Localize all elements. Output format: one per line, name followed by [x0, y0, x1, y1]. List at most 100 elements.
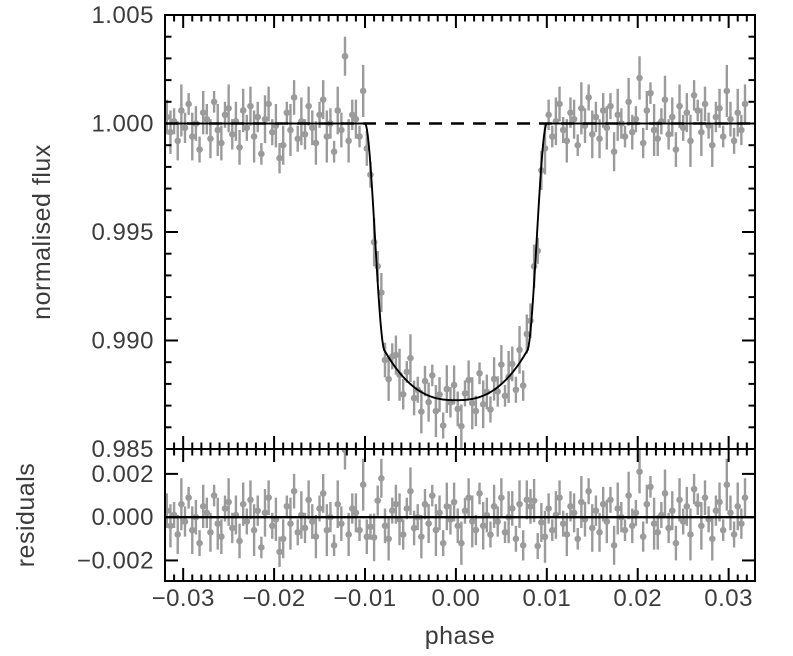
residual-point — [199, 503, 207, 510]
x-axis-label: phase — [425, 622, 496, 650]
residual-point — [410, 524, 418, 532]
residual-point — [210, 492, 218, 499]
data-point — [494, 388, 502, 395]
residual-point — [388, 507, 396, 514]
data-point — [276, 154, 283, 162]
residual-point — [276, 548, 283, 556]
data-point — [610, 148, 618, 156]
flux-tick-label: 1.000 — [91, 111, 154, 138]
data-point — [450, 381, 458, 389]
residual-point — [501, 528, 509, 536]
data-point — [436, 391, 443, 398]
residual-point — [541, 533, 549, 541]
residual-point — [694, 500, 702, 508]
data-point — [578, 105, 585, 112]
data-point — [694, 107, 702, 114]
residual-point — [319, 490, 327, 497]
residuals-axis-label: residuals — [12, 463, 40, 568]
data-point — [167, 128, 174, 136]
data-point — [428, 372, 436, 379]
data-point — [559, 126, 567, 134]
data-point — [687, 137, 694, 145]
residual-point — [610, 541, 618, 549]
data-point — [574, 141, 582, 149]
residual-point — [639, 533, 647, 540]
residual-point — [730, 531, 738, 538]
data-point — [548, 133, 556, 140]
data-point — [679, 124, 687, 132]
data-point — [396, 371, 403, 379]
residual-point — [578, 498, 585, 506]
data-point — [443, 385, 451, 393]
residual-point — [428, 492, 436, 499]
data-point — [701, 100, 709, 108]
residual-point — [407, 487, 414, 495]
residual-point — [556, 494, 563, 501]
data-point — [392, 351, 400, 359]
data-point — [650, 126, 658, 134]
residual-point — [268, 522, 276, 530]
residual-point — [523, 496, 531, 504]
residual-point — [534, 542, 542, 550]
residual-point — [468, 518, 476, 525]
residual-point — [476, 490, 483, 497]
residual-point — [439, 539, 447, 547]
data-point — [661, 96, 669, 103]
data-point — [545, 111, 552, 119]
data-point — [519, 382, 527, 389]
residual-point — [247, 496, 254, 504]
data-point — [727, 115, 734, 123]
residual-point — [738, 520, 745, 527]
data-point — [290, 94, 298, 101]
flux-panel-data — [165, 36, 755, 448]
residual-point — [283, 503, 291, 510]
residual-point — [370, 534, 378, 541]
data-point — [628, 128, 636, 136]
data-point — [668, 113, 676, 121]
flux-tick-label: 1.005 — [91, 2, 154, 29]
data-point — [690, 91, 698, 99]
residual-point — [527, 503, 534, 510]
residual-point — [708, 535, 716, 543]
x-tick-label: 0.01 — [522, 585, 571, 612]
residual-point — [607, 496, 614, 504]
data-point — [425, 398, 432, 406]
residual-point — [559, 520, 567, 527]
data-point — [323, 133, 331, 140]
residual-point — [512, 535, 520, 543]
transit-model-line — [165, 122, 755, 402]
residual-point — [654, 529, 662, 536]
data-point — [636, 74, 643, 82]
residual-point — [359, 481, 367, 489]
data-point — [716, 105, 723, 112]
data-point — [199, 109, 207, 116]
residual-point — [203, 509, 211, 517]
data-point — [712, 113, 720, 121]
data-point — [265, 100, 272, 108]
data-point — [181, 124, 189, 132]
residual-point — [596, 529, 603, 536]
residual-point — [348, 505, 356, 512]
residual-point — [221, 505, 229, 512]
data-point — [432, 407, 440, 415]
data-point — [178, 107, 185, 114]
residual-point — [625, 492, 632, 499]
data-point — [261, 115, 269, 123]
residual-point — [683, 503, 691, 510]
residual-point — [236, 537, 243, 545]
data-point — [301, 131, 309, 138]
residual-point — [516, 500, 523, 508]
data-point — [654, 135, 662, 142]
data-point — [247, 102, 254, 110]
data-point — [203, 115, 211, 123]
data-point — [254, 113, 262, 121]
data-point — [348, 111, 356, 119]
residual-point — [650, 520, 658, 527]
data-point — [516, 346, 523, 354]
residual-point — [687, 531, 694, 538]
residual-point — [196, 539, 203, 547]
data-point — [165, 113, 171, 121]
data-point — [472, 407, 480, 415]
data-point — [207, 135, 214, 142]
data-point — [356, 133, 363, 140]
